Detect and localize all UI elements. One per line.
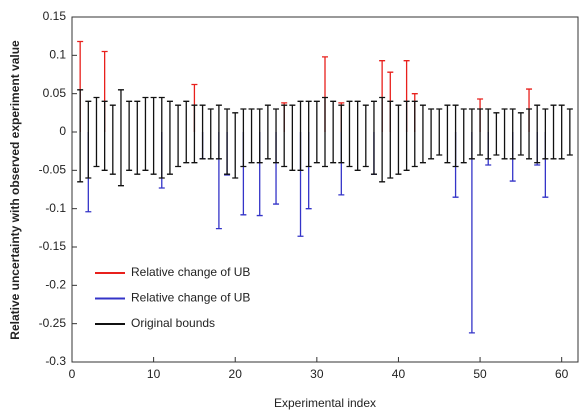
error-bar: [379, 96, 386, 183]
x-tick-label: 50: [473, 367, 487, 381]
y-tick-label: 0.1: [49, 48, 66, 62]
y-tick-label: 0.15: [43, 9, 67, 23]
error-bar: [566, 108, 573, 156]
error-bar: [550, 104, 557, 160]
error-bar: [313, 100, 320, 164]
error-bar: [126, 100, 133, 171]
error-bar: [395, 104, 402, 175]
x-tick-label: 10: [147, 367, 161, 381]
error-bar: [346, 100, 353, 168]
error-bar: [232, 112, 239, 179]
error-bar: [289, 104, 296, 171]
error-bar: [468, 108, 475, 160]
error-bar: [542, 108, 549, 160]
error-bar: [264, 104, 271, 160]
y-tick-label: -0.15: [39, 239, 67, 253]
y-tick-label: -0.1: [45, 201, 66, 215]
error-bar: [370, 100, 377, 175]
error-bar: [158, 96, 165, 179]
error-bar: [509, 108, 516, 160]
error-bar: [305, 100, 312, 168]
error-bar: [452, 104, 459, 168]
y-axis-title: Relative uncertainty with observed exper…: [8, 40, 22, 340]
plot-frame: [71, 16, 579, 363]
error-bar: [444, 104, 451, 164]
x-tick-label: 30: [310, 367, 324, 381]
error-bar: [428, 108, 435, 160]
error-bar: [330, 100, 337, 164]
legend-label: Relative change of UB: [131, 265, 250, 279]
error-bar: [297, 100, 304, 171]
error-bar: [485, 108, 492, 160]
error-bar: [109, 104, 116, 175]
legend-label: Original bounds: [131, 316, 215, 330]
error-bar: [117, 89, 124, 187]
x-tick-label: 60: [555, 367, 569, 381]
y-tick-label: -0.2: [45, 278, 66, 292]
error-bar: [493, 112, 500, 156]
error-bar: [362, 104, 369, 168]
error-bar: [215, 104, 222, 160]
error-bar: [534, 104, 541, 164]
legend-label: Relative change of UB: [131, 291, 250, 305]
error-bar: [273, 108, 280, 164]
error-bar: [256, 108, 263, 164]
error-bar: [183, 100, 190, 164]
y-tick-label: 0.05: [43, 86, 67, 100]
error-bar: [526, 108, 533, 160]
error-bar: [322, 96, 328, 168]
error-bar: [403, 100, 410, 171]
error-bar: [281, 104, 288, 168]
error-bar: [558, 104, 565, 160]
y-tick-label: -0.25: [39, 316, 67, 330]
change-bar: [468, 132, 475, 334]
error-bar: [240, 108, 247, 168]
error-bar: [460, 108, 467, 164]
y-tick-label: -0.05: [39, 163, 67, 177]
error-bar: [199, 104, 206, 160]
error-bar: [436, 108, 443, 156]
error-bar: [134, 100, 141, 175]
error-bar: [338, 104, 345, 164]
error-bar: [419, 104, 426, 164]
error-bar: [354, 100, 361, 171]
error-bar: [85, 100, 92, 179]
error-bar: [411, 100, 418, 168]
error-bar: [191, 104, 198, 164]
error-bar: [142, 96, 149, 171]
y-tick-label: -0.3: [45, 354, 66, 368]
error-bar: [501, 108, 508, 160]
error-bar: [101, 100, 108, 171]
x-axis-title: Experimental index: [274, 396, 376, 410]
error-bar: [93, 96, 100, 168]
error-bar: [77, 89, 84, 183]
error-bar: [248, 108, 255, 164]
y-tick-label: 0: [59, 124, 66, 138]
error-bar: [387, 100, 394, 179]
x-tick-label: 0: [69, 367, 76, 381]
error-bar: [224, 108, 231, 175]
error-bar: [175, 104, 182, 168]
error-bar: [477, 108, 484, 156]
x-tick-label: 40: [392, 367, 406, 381]
error-bar: [517, 112, 524, 156]
error-bar: [207, 108, 214, 160]
x-tick-label: 20: [229, 367, 243, 381]
error-bar: [150, 96, 157, 175]
error-bar: [166, 100, 173, 175]
